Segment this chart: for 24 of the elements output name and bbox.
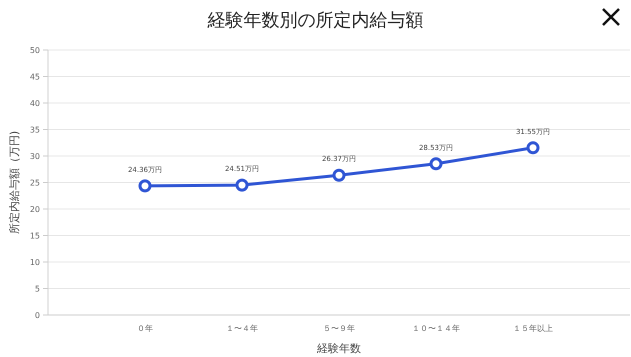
y-tick-label: 45 — [30, 72, 40, 82]
point — [526, 141, 540, 154]
y-tick-label: 10 — [30, 258, 40, 267]
point — [332, 168, 346, 182]
point — [138, 179, 152, 192]
x-tick-label: ０年 — [137, 324, 153, 333]
x-tick-label: １〜４年 — [226, 324, 258, 333]
x-tick-label: １５年以上 — [513, 324, 553, 333]
y-tick-label: 35 — [30, 126, 40, 134]
point — [430, 157, 442, 170]
chart-title: 経験年数別の所定内給与額 — [206, 10, 424, 31]
y-tick-label: 30 — [30, 152, 40, 161]
y-tick-label: 50 — [30, 46, 40, 55]
x-tick-label: ５〜９年 — [323, 324, 355, 333]
y-tick-label: 15 — [30, 232, 40, 240]
y-axis-title: 所定内給与額（万円) — [8, 130, 21, 234]
x-tick-label: １０〜１４年 — [412, 324, 460, 333]
point — [236, 178, 248, 192]
y-tick-label: 20 — [30, 205, 40, 214]
y-tick-label: 25 — [30, 178, 40, 188]
y-tick-label: 40 — [30, 99, 40, 108]
x-axis-title: 経験年数 — [316, 342, 361, 355]
y-tick-label: 5 — [34, 284, 40, 294]
y-tick-label: 0 — [34, 311, 40, 320]
